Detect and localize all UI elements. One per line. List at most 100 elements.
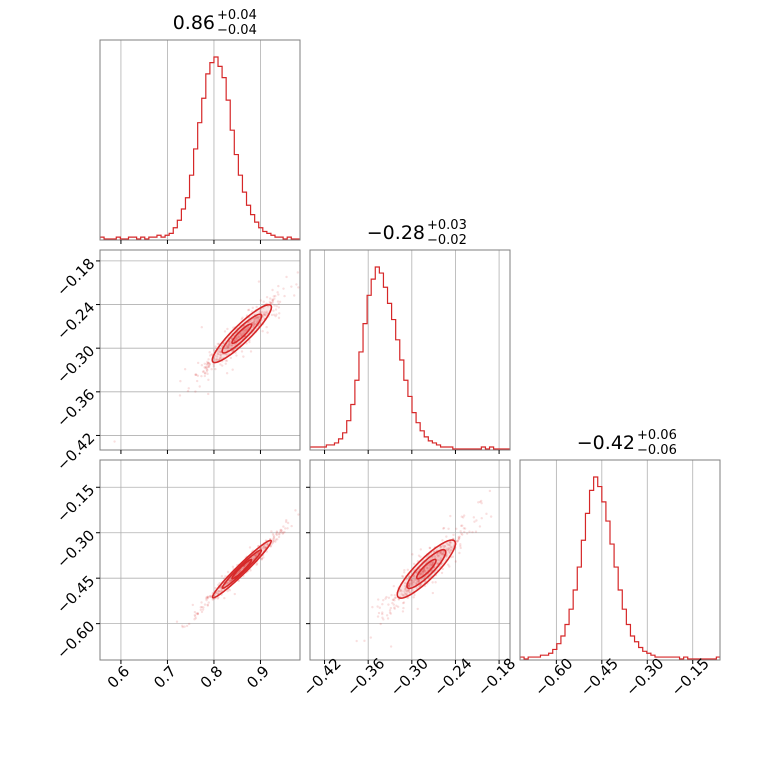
scatter-point bbox=[228, 578, 231, 582]
scatter-point bbox=[227, 581, 230, 585]
scatter-point bbox=[219, 363, 222, 366]
scatter-point bbox=[402, 601, 406, 604]
scatter-point bbox=[216, 358, 219, 361]
scatter-point bbox=[207, 358, 210, 361]
scatter-point bbox=[451, 555, 455, 558]
scatter-point bbox=[489, 515, 493, 518]
scatter-point bbox=[207, 601, 210, 604]
scatter-point bbox=[217, 583, 220, 587]
scatter-point bbox=[207, 365, 211, 369]
scatter-point bbox=[231, 368, 234, 371]
scatter-point bbox=[381, 616, 384, 619]
scatter-point bbox=[282, 287, 285, 290]
scatter-point bbox=[411, 581, 414, 584]
scatter-point bbox=[206, 596, 209, 600]
scatter-point bbox=[381, 603, 384, 606]
scatter-point bbox=[253, 323, 257, 326]
scatter-point bbox=[281, 532, 285, 535]
scatter-point bbox=[272, 309, 275, 312]
scatter-point bbox=[255, 563, 258, 566]
scatter-point bbox=[455, 527, 458, 530]
scatter-point bbox=[401, 610, 405, 613]
scatter-point bbox=[227, 343, 230, 347]
scatter-point bbox=[276, 538, 279, 541]
scatter-point bbox=[271, 532, 275, 536]
scatter-point bbox=[443, 544, 446, 548]
scatter-point bbox=[438, 559, 441, 562]
scatter-point bbox=[397, 598, 401, 601]
scatter-point bbox=[290, 285, 293, 288]
scatter-point bbox=[456, 539, 459, 543]
scatter-point bbox=[207, 364, 211, 367]
scatter-point bbox=[478, 525, 482, 528]
scatter-point bbox=[424, 580, 427, 583]
scatter-point bbox=[412, 580, 416, 584]
scatter-point bbox=[446, 548, 449, 552]
y-tick-label: −0.30 bbox=[53, 526, 98, 571]
scatter-point bbox=[194, 373, 198, 376]
scatter-point bbox=[412, 596, 415, 599]
scatter-point bbox=[231, 565, 235, 569]
scatter-point bbox=[270, 543, 273, 546]
scatter-point bbox=[255, 305, 258, 309]
scatter-point bbox=[395, 604, 398, 608]
scatter-point bbox=[241, 332, 244, 335]
scatter-point bbox=[277, 306, 281, 309]
scatter-point bbox=[416, 579, 420, 583]
scatter-point bbox=[217, 349, 220, 352]
scatter-point bbox=[478, 500, 482, 504]
scatter-point bbox=[258, 310, 262, 314]
scatter-point bbox=[256, 319, 259, 322]
scatter-point bbox=[203, 374, 207, 378]
scatter-point bbox=[220, 344, 224, 348]
scatter-point bbox=[432, 550, 436, 553]
hist-title-upper: +0.04 bbox=[217, 8, 257, 23]
scatter-point bbox=[206, 603, 209, 606]
scatter-point bbox=[449, 514, 452, 518]
scatter-point bbox=[240, 334, 243, 337]
x-tick-label: −0.42 bbox=[299, 654, 344, 699]
scatter-point bbox=[223, 330, 227, 333]
scatter-point bbox=[271, 299, 275, 302]
scatter-point bbox=[381, 612, 384, 616]
scatter-point bbox=[463, 530, 466, 534]
scatter-point bbox=[219, 357, 222, 360]
scatter-point bbox=[400, 593, 403, 596]
scatter-point bbox=[378, 606, 381, 609]
scatter-point bbox=[401, 574, 404, 578]
scatter-point bbox=[261, 547, 264, 550]
scatter-point bbox=[434, 581, 437, 584]
scatter-point bbox=[355, 639, 358, 643]
scatter-point bbox=[207, 362, 210, 365]
scatter-point bbox=[237, 335, 241, 339]
scatter-point bbox=[206, 372, 209, 376]
x-tick-label: 0.6 bbox=[104, 662, 134, 692]
scatter-point bbox=[480, 499, 483, 503]
scatter-point bbox=[256, 317, 259, 320]
scatter-point bbox=[428, 546, 432, 550]
scatter-point bbox=[216, 597, 219, 600]
scatter-point bbox=[392, 598, 395, 601]
scatter-point bbox=[237, 570, 240, 574]
scatter-point bbox=[228, 589, 232, 592]
scatter-point bbox=[439, 550, 442, 554]
scatter-point bbox=[428, 546, 432, 550]
scatter-point bbox=[206, 595, 210, 598]
scatter-point bbox=[203, 362, 206, 365]
scatter-point bbox=[282, 525, 285, 528]
scatter-point bbox=[274, 540, 277, 543]
scatter-point bbox=[401, 601, 405, 605]
scatter-point bbox=[224, 575, 227, 578]
scatter-point bbox=[382, 618, 385, 621]
scatter-point bbox=[264, 311, 268, 315]
scatter-point bbox=[261, 329, 264, 333]
scatter-point bbox=[265, 325, 268, 329]
scatter-point bbox=[445, 542, 449, 545]
scatter-point bbox=[392, 584, 396, 588]
scatter-point bbox=[480, 517, 483, 520]
scatter-point bbox=[435, 553, 439, 556]
scatter-point bbox=[406, 589, 410, 592]
scatter-point bbox=[224, 359, 227, 362]
scatter-point bbox=[264, 546, 267, 549]
scatter-point bbox=[275, 531, 279, 534]
